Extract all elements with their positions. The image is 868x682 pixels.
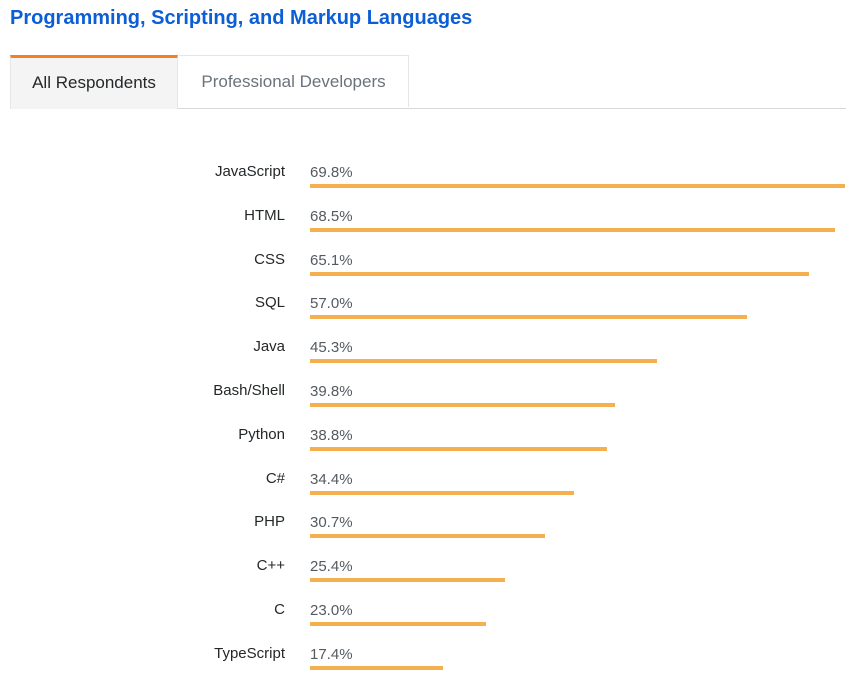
category-label: Python	[238, 425, 285, 443]
bar-row: Python 38.8%	[0, 403, 868, 451]
category-label: JavaScript	[214, 163, 285, 180]
category-label: SQL	[254, 294, 285, 312]
bar	[310, 315, 747, 320]
bar-row: Bash/Shell 39.8%	[0, 359, 868, 407]
category-label: TypeScript	[214, 644, 285, 662]
bar	[310, 534, 546, 539]
languages-bar-chart: JavaScript 69.8% HTML 68.5% CSS 65.1% SQL 57.0%…	[0, 140, 868, 680]
bar	[310, 184, 845, 188]
value-label: 38.8%	[310, 426, 353, 444]
bar	[310, 578, 505, 583]
value-label: 17.4%	[310, 645, 353, 663]
value-label: 69.8%	[310, 164, 353, 181]
bar-row: SQL 57.0%	[0, 271, 868, 320]
category-label: C	[274, 601, 285, 618]
bar	[310, 665, 444, 670]
bar-row: TypeScript 17.4%	[0, 622, 868, 670]
tab-bar: All Respondents Professional Developers	[10, 55, 846, 109]
bar	[310, 359, 658, 364]
bar	[310, 271, 809, 276]
category-label: CSS	[254, 250, 285, 268]
value-label: 65.1%	[310, 251, 353, 269]
category-label: PHP	[254, 513, 285, 531]
value-label: 23.0%	[310, 602, 353, 619]
bar	[310, 227, 836, 232]
tab-all-respondents[interactable]: All Respondents	[10, 55, 178, 109]
bar-row: C++ 25.4%	[0, 534, 868, 583]
bar	[310, 622, 487, 626]
tab-professional-developers[interactable]: Professional Developers	[179, 55, 409, 107]
bar	[310, 446, 608, 451]
page-title: Programming, Scripting, and Markup Langu…	[10, 7, 473, 29]
value-label: 25.4%	[310, 558, 353, 576]
bar-row: JavaScript 69.8%	[0, 140, 868, 188]
value-label: 39.8%	[310, 383, 353, 400]
bar-row: Java 45.3%	[0, 315, 868, 364]
value-label: 45.3%	[310, 339, 353, 357]
bar	[310, 490, 574, 495]
value-label: 57.0%	[310, 295, 353, 313]
bar	[310, 403, 616, 407]
bar-row: C 23.0%	[0, 578, 868, 626]
category-label: C#	[265, 469, 285, 487]
bar-row: CSS 65.1%	[0, 228, 868, 276]
category-label: Java	[253, 338, 285, 356]
bar-row: HTML 68.5%	[0, 184, 868, 232]
value-label: 34.4%	[310, 470, 353, 488]
category-label: Bash/Shell	[213, 382, 285, 399]
value-label: 68.5%	[310, 207, 353, 225]
bar-row: PHP 30.7%	[0, 490, 868, 539]
category-label: C++	[256, 557, 285, 575]
value-label: 30.7%	[310, 514, 353, 532]
bar-row: C# 34.4%	[0, 447, 868, 495]
category-label: HTML	[244, 206, 285, 224]
